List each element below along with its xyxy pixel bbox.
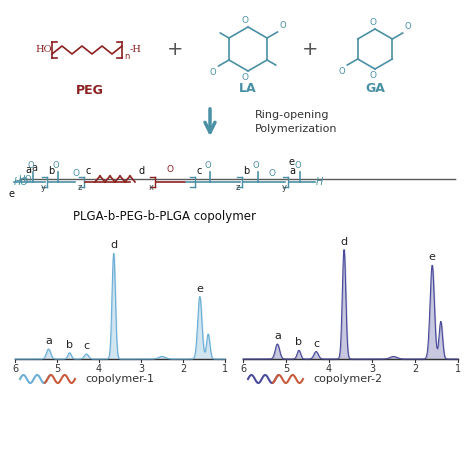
Text: 5: 5	[54, 364, 60, 374]
Text: O: O	[210, 68, 217, 77]
Text: c: c	[83, 341, 90, 351]
Text: c: c	[313, 338, 319, 348]
Text: a: a	[25, 165, 31, 175]
Text: a: a	[289, 166, 295, 176]
Text: 2: 2	[412, 364, 418, 374]
Text: 4: 4	[326, 364, 332, 374]
Text: O: O	[241, 73, 248, 82]
Text: 3: 3	[369, 364, 375, 374]
Text: O: O	[205, 161, 211, 170]
Text: a: a	[31, 163, 37, 173]
Text: e: e	[196, 283, 203, 293]
Text: HO: HO	[14, 177, 29, 187]
Text: b: b	[295, 337, 302, 347]
Text: e: e	[289, 157, 295, 167]
Text: O: O	[166, 165, 173, 174]
Text: O: O	[405, 22, 411, 31]
Text: O: O	[241, 16, 248, 25]
Text: b: b	[243, 166, 249, 176]
Text: copolymer-1: copolymer-1	[85, 374, 154, 384]
Text: e: e	[9, 189, 15, 199]
Text: x: x	[148, 183, 154, 192]
Text: z: z	[78, 183, 82, 192]
Text: HO: HO	[36, 45, 52, 54]
Text: 3: 3	[138, 364, 144, 374]
Text: c: c	[196, 166, 202, 176]
Text: 4: 4	[96, 364, 102, 374]
Text: 6: 6	[12, 364, 18, 374]
Text: O: O	[338, 67, 345, 76]
Text: PEG: PEG	[76, 84, 104, 97]
Text: +: +	[167, 39, 183, 58]
Text: O: O	[73, 169, 80, 178]
Text: a: a	[45, 336, 52, 346]
Text: 5: 5	[283, 364, 289, 374]
Text: 1: 1	[222, 364, 228, 374]
Text: LA: LA	[239, 82, 257, 95]
Text: 6: 6	[240, 364, 246, 374]
Text: +: +	[302, 39, 318, 58]
Text: b: b	[48, 166, 54, 176]
Text: b: b	[66, 340, 73, 350]
Text: O: O	[370, 18, 376, 27]
Text: 1: 1	[455, 364, 461, 374]
Text: d: d	[340, 237, 347, 247]
Text: e: e	[429, 252, 436, 262]
Text: GA: GA	[365, 82, 385, 95]
Text: n: n	[124, 52, 129, 61]
Text: O: O	[295, 161, 301, 170]
Text: z: z	[236, 183, 240, 192]
Text: 2: 2	[180, 364, 186, 374]
Text: copolymer-2: copolymer-2	[313, 374, 382, 384]
Text: PLGA-b-PEG-b-PLGA copolymer: PLGA-b-PEG-b-PLGA copolymer	[73, 210, 256, 223]
Text: a: a	[274, 331, 281, 341]
Text: d: d	[110, 240, 117, 250]
Text: H: H	[316, 177, 323, 187]
Text: Ring-opening
Polymerization: Ring-opening Polymerization	[255, 110, 337, 134]
Text: O: O	[53, 161, 59, 170]
Text: d: d	[139, 166, 145, 176]
Text: O: O	[280, 21, 286, 30]
Text: O: O	[370, 71, 376, 80]
Text: c: c	[85, 166, 91, 176]
Text: O: O	[253, 161, 259, 170]
Text: y: y	[40, 183, 46, 192]
Text: O: O	[268, 169, 275, 178]
Text: HO: HO	[18, 174, 32, 183]
Text: y: y	[282, 183, 286, 192]
Text: O: O	[27, 161, 34, 170]
Text: -H: -H	[130, 45, 142, 54]
